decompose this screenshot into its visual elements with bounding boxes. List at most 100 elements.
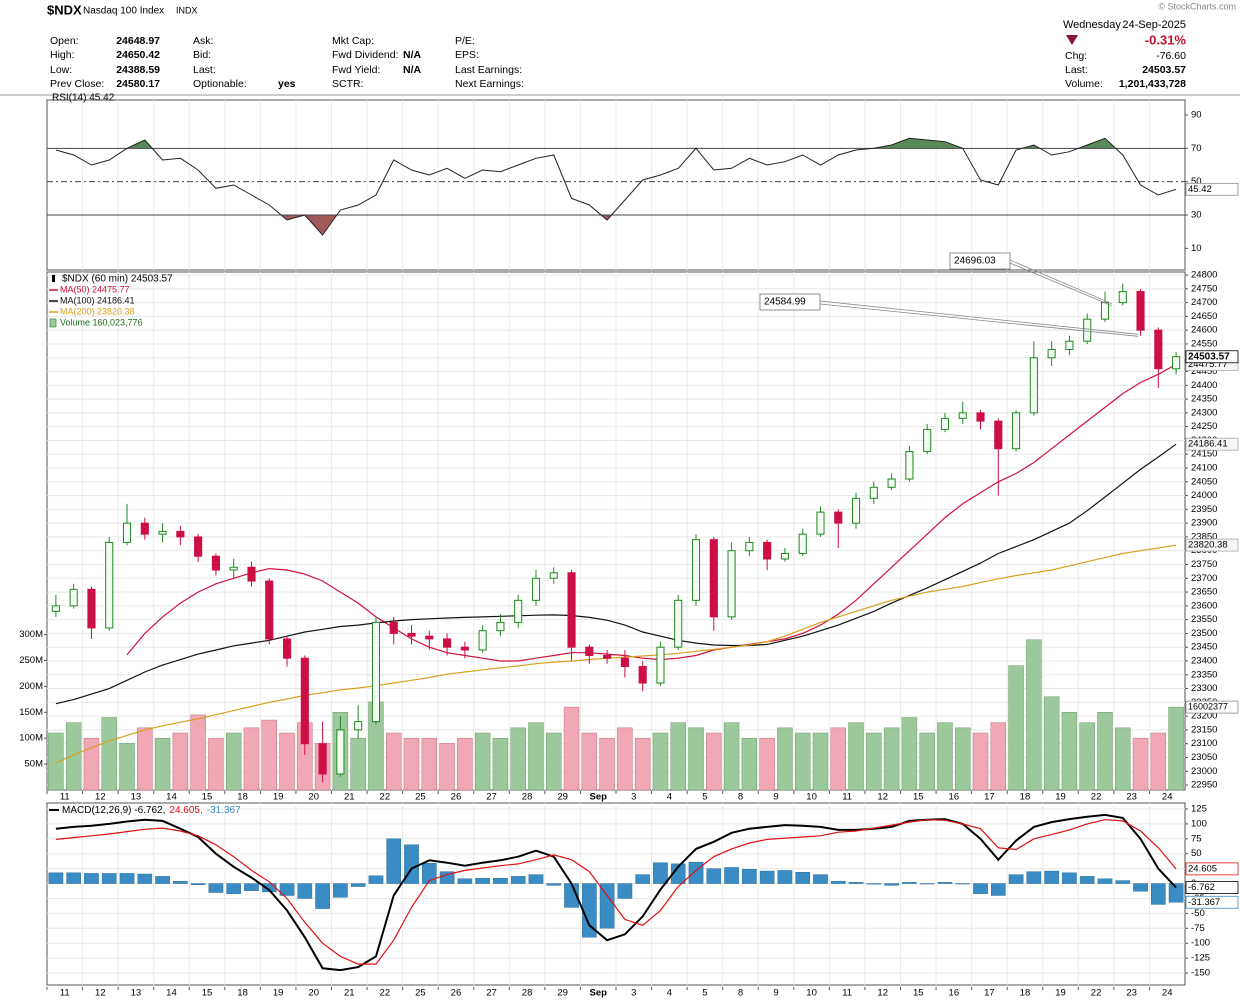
histogram-bar bbox=[333, 883, 348, 898]
value-tag: 24475.77 bbox=[1188, 359, 1228, 370]
summary-value: 1,201,433,728 bbox=[1119, 78, 1186, 90]
volume-bar bbox=[955, 727, 971, 791]
volume-bar bbox=[137, 727, 153, 791]
candle-body bbox=[478, 630, 487, 651]
volume-bar bbox=[706, 732, 722, 791]
y-tick-label: 23000 bbox=[1191, 766, 1217, 777]
candle-body bbox=[425, 635, 434, 640]
callout-label: 24584.99 bbox=[764, 297, 806, 308]
volume-bar bbox=[1026, 639, 1042, 791]
candle-body bbox=[122, 522, 132, 543]
volume-bar bbox=[1097, 712, 1113, 791]
quote-label: Fwd Dividend: bbox=[332, 49, 399, 61]
histogram-bar bbox=[724, 867, 739, 884]
x-tick-label: 19 bbox=[1055, 792, 1066, 803]
y-tick-label: 23400 bbox=[1191, 655, 1217, 666]
x-tick-label: 12 bbox=[95, 988, 106, 999]
legend-candle bbox=[52, 275, 55, 282]
histogram-bar bbox=[742, 869, 757, 884]
y-tick-label: 50 bbox=[1191, 176, 1202, 187]
histogram-bar bbox=[848, 882, 864, 884]
quote-label: Ask: bbox=[193, 35, 213, 47]
volume-bar bbox=[688, 727, 704, 791]
candle-body bbox=[727, 550, 736, 618]
x-tick-label: 26 bbox=[451, 988, 462, 999]
candle-body bbox=[69, 588, 78, 607]
x-tick-label: 9 bbox=[773, 988, 778, 999]
value-tag: 24186.41 bbox=[1188, 439, 1228, 450]
x-tick-label: 8 bbox=[738, 792, 743, 803]
volume-bar bbox=[386, 732, 402, 791]
histogram-bar bbox=[368, 875, 384, 884]
histogram-bar bbox=[670, 863, 686, 884]
x-tick-label: Sep bbox=[590, 988, 608, 999]
volume-bar bbox=[741, 737, 758, 791]
candle-body bbox=[763, 541, 772, 560]
candle-body bbox=[1083, 318, 1092, 342]
x-tick-label: 24 bbox=[1162, 988, 1173, 999]
histogram-bar bbox=[208, 883, 224, 893]
volume-bar bbox=[830, 727, 846, 791]
histogram-bar bbox=[955, 883, 971, 885]
legend-entry: MA(200) 23820.38 bbox=[60, 306, 135, 316]
y-tick-label: 24650 bbox=[1191, 311, 1217, 322]
candle-body bbox=[1154, 329, 1163, 370]
quote-label: P/E: bbox=[455, 35, 475, 47]
candle-body bbox=[1100, 302, 1110, 320]
volume-bar bbox=[1150, 732, 1167, 791]
volume-bar bbox=[1043, 696, 1060, 791]
volume-bar bbox=[563, 706, 580, 791]
candle-body bbox=[300, 657, 309, 745]
candle-body bbox=[282, 638, 292, 659]
histogram-bar bbox=[1008, 874, 1024, 884]
y-tick-label: 70 bbox=[1191, 143, 1202, 154]
volume-bar bbox=[1132, 737, 1149, 791]
x-tick-label: Sep bbox=[590, 792, 608, 803]
volume-bar bbox=[777, 727, 793, 791]
callout-label: 24696.03 bbox=[954, 256, 996, 267]
candle-body bbox=[318, 743, 327, 775]
security-name: Nasdaq 100 Index bbox=[83, 6, 164, 17]
candle-body bbox=[905, 450, 914, 480]
volume-bar bbox=[243, 727, 260, 791]
x-tick-label: 25 bbox=[415, 792, 426, 803]
histogram-bar bbox=[830, 880, 846, 884]
quote-date: 24-Sep-2025 bbox=[1122, 19, 1186, 31]
histogram-bar bbox=[315, 883, 330, 909]
y-tick-label: 24550 bbox=[1191, 338, 1217, 349]
value-tag: 24503.57 bbox=[1188, 351, 1230, 362]
y-tick-label: 125 bbox=[1191, 803, 1207, 814]
x-tick-label: 12 bbox=[877, 988, 888, 999]
candle-body bbox=[798, 533, 807, 554]
histogram-bar bbox=[990, 883, 1006, 896]
volume-bar bbox=[457, 737, 473, 791]
candle-body bbox=[1012, 412, 1021, 450]
legend-entry: $NDX (60 min) 24503.57 bbox=[62, 274, 173, 285]
histogram-bar bbox=[528, 874, 544, 884]
x-tick-label: 19 bbox=[273, 988, 284, 999]
y-tick-label: -100 bbox=[1191, 938, 1210, 949]
volume-bar bbox=[901, 717, 918, 791]
value-tag-box bbox=[1185, 182, 1239, 196]
histogram-bar bbox=[795, 872, 811, 884]
candle-body bbox=[87, 588, 96, 629]
y2-tick-label: 300M bbox=[19, 629, 43, 640]
volume-bar bbox=[350, 737, 366, 791]
x-tick-label: 4 bbox=[667, 988, 672, 999]
y-tick-label: 24350 bbox=[1191, 394, 1217, 405]
candle-body bbox=[745, 541, 754, 552]
histogram-bar bbox=[635, 874, 650, 884]
x-tick-label: 23 bbox=[1126, 988, 1137, 999]
histogram-bar bbox=[1026, 871, 1042, 884]
histogram-bar bbox=[386, 838, 402, 884]
volume-bar bbox=[759, 737, 775, 791]
volume-bar bbox=[279, 732, 295, 791]
x-tick-label: 5 bbox=[702, 988, 707, 999]
x-tick-label: 25 bbox=[415, 988, 426, 999]
candle-body bbox=[620, 657, 629, 667]
quote-label: Next Earnings: bbox=[455, 78, 524, 90]
quote-label: Last Earnings: bbox=[455, 64, 522, 76]
candle-body bbox=[158, 530, 167, 535]
callout-line bbox=[1009, 259, 1113, 307]
x-tick-label: 18 bbox=[1020, 792, 1031, 803]
